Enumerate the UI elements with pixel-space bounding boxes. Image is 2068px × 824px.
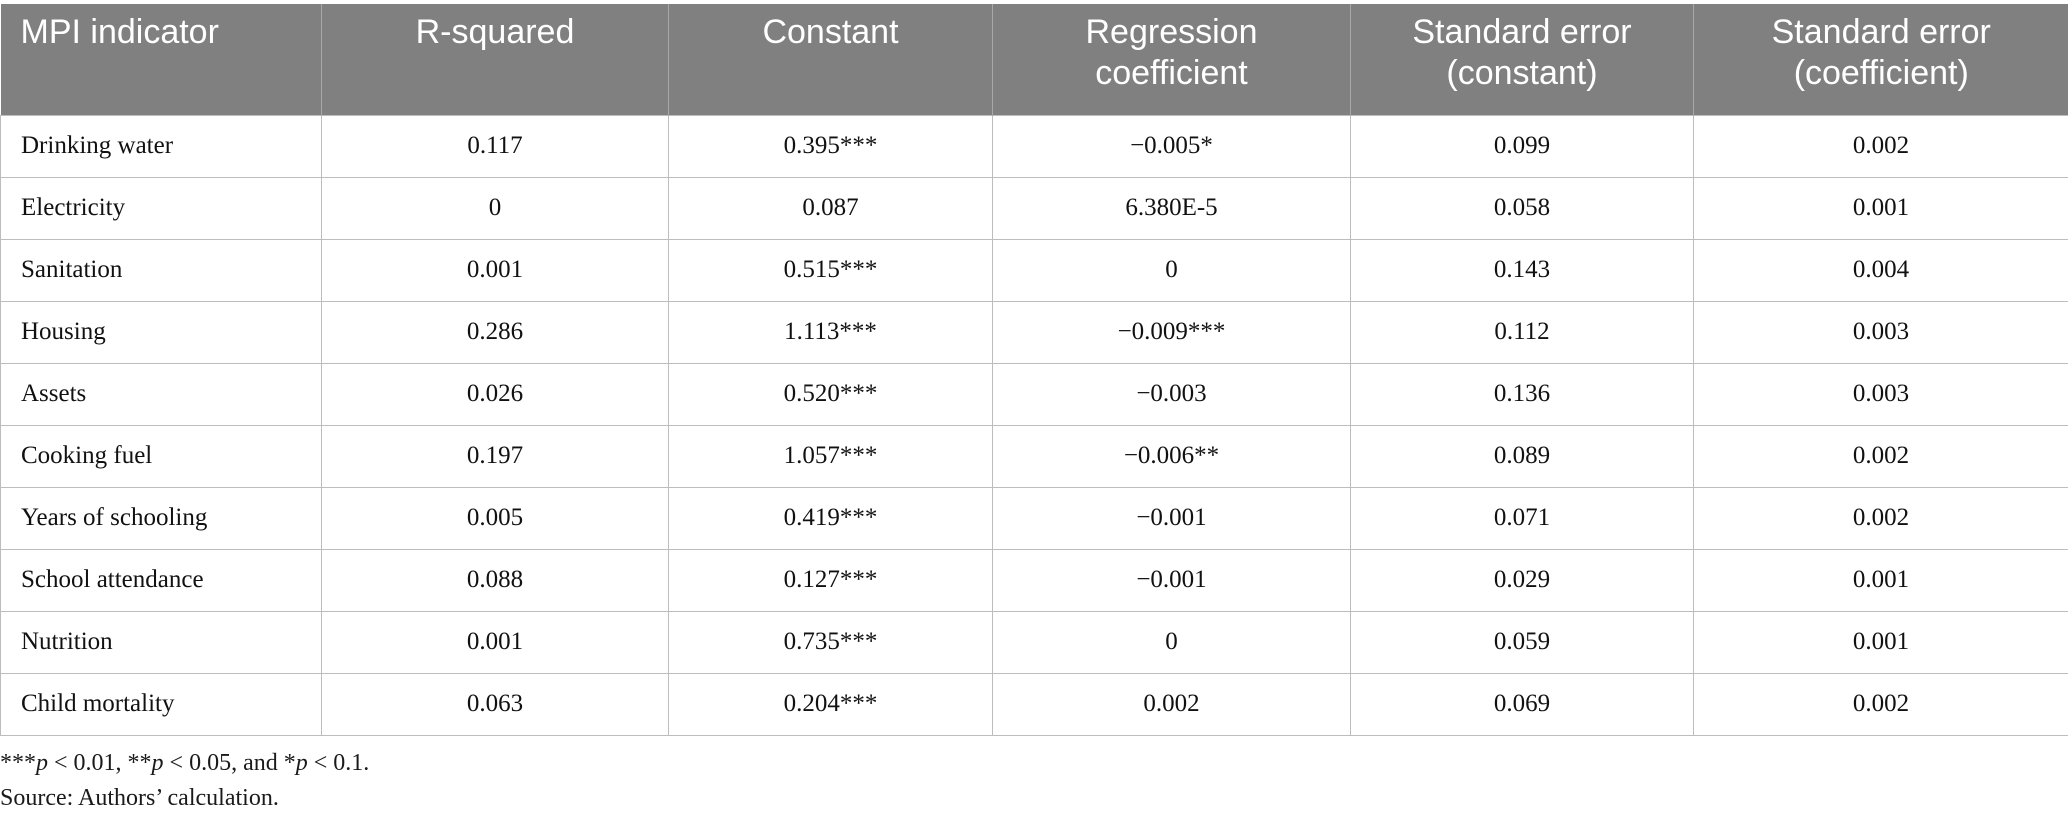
table-body: Drinking water 0.117 0.395*** −0.005* 0.099 0… [0, 114, 2068, 736]
header-regression-coefficient: Regression coefficient [992, 4, 1351, 115]
r-squared-cell: 0.005 [321, 486, 669, 550]
constant-cell: 0.204*** [668, 672, 993, 736]
table-notes: ***p < 0.01, **p < 0.05, and *p < 0.1. S… [0, 746, 369, 816]
footnote-p-3: p [295, 750, 308, 776]
header-constant: Constant [668, 4, 993, 115]
se-constant-cell: 0.099 [1350, 114, 1694, 178]
se-constant-cell: 0.071 [1350, 486, 1694, 550]
r-squared-cell: 0.001 [321, 238, 669, 302]
coefficient-cell: 0 [992, 238, 1351, 302]
table-row: Cooking fuel 0.197 1.057*** −0.006** 0.089 0.… [0, 424, 2068, 488]
coefficient-cell: −0.003 [992, 362, 1351, 426]
indicator-cell: Electricity [0, 176, 322, 240]
header-se-coefficient: Standard error (coefficient) [1693, 4, 2068, 115]
r-squared-cell: 0 [321, 176, 669, 240]
se-coefficient-cell: 0.003 [1693, 362, 2068, 426]
se-coefficient-cell: 0.001 [1693, 610, 2068, 674]
coefficient-cell: −0.005* [992, 114, 1351, 178]
footnote-stars-2: ** [127, 750, 152, 776]
se-coefficient-cell: 0.001 [1693, 176, 2068, 240]
constant-cell: 0.735*** [668, 610, 993, 674]
coefficient-cell: −0.009*** [992, 300, 1351, 364]
constant-cell: 0.520*** [668, 362, 993, 426]
table-row: Assets 0.026 0.520*** −0.003 0.136 0.003 [0, 362, 2068, 426]
r-squared-cell: 0.197 [321, 424, 669, 488]
footnote-p-1: p [36, 750, 48, 776]
constant-cell: 1.113*** [668, 300, 993, 364]
indicator-cell: Nutrition [0, 610, 322, 674]
indicator-cell: Assets [0, 362, 322, 426]
table-row: Housing 0.286 1.113*** −0.009*** 0.112 0.003 [0, 300, 2068, 364]
header-se-constant: Standard error (constant) [1350, 4, 1694, 115]
significance-footnote: ***p < 0.01, **p < 0.05, and *p < 0.1. [0, 746, 369, 781]
footnote-stars-3: * [283, 750, 296, 776]
se-constant-cell: 0.069 [1350, 672, 1694, 736]
se-constant-cell: 0.029 [1350, 548, 1694, 612]
footnote-stars-1: *** [0, 750, 36, 776]
constant-cell: 0.087 [668, 176, 993, 240]
footnote-text-3: < 0.1. [307, 750, 370, 776]
table-row: Years of schooling 0.005 0.419*** −0.001 0.0… [0, 486, 2068, 550]
se-constant-cell: 0.136 [1350, 362, 1694, 426]
r-squared-cell: 0.001 [321, 610, 669, 674]
regression-table-container: MPI indicator R-squared Constant Regression… [0, 4, 2068, 736]
se-coefficient-cell: 0.003 [1693, 300, 2068, 364]
table-row: Nutrition 0.001 0.735*** 0 0.059 0.001 [0, 610, 2068, 674]
table-row: Child mortality 0.063 0.204*** 0.002 0.069 0.… [0, 672, 2068, 736]
table-row: Drinking water 0.117 0.395*** −0.005* 0.099 0… [0, 114, 2068, 178]
constant-cell: 0.419*** [668, 486, 993, 550]
r-squared-cell: 0.286 [321, 300, 669, 364]
constant-cell: 1.057*** [668, 424, 993, 488]
indicator-cell: Years of schooling [0, 486, 322, 550]
header-mpi-indicator: MPI indicator [0, 4, 322, 115]
constant-cell: 0.515*** [668, 238, 993, 302]
se-constant-cell: 0.112 [1350, 300, 1694, 364]
indicator-cell: Cooking fuel [0, 424, 322, 488]
r-squared-cell: 0.117 [321, 114, 669, 178]
indicator-cell: Housing [0, 300, 322, 364]
table-row: Electricity 0 0.087 6.380E-5 0.058 0.001 [0, 176, 2068, 240]
se-coefficient-cell: 0.001 [1693, 548, 2068, 612]
r-squared-cell: 0.026 [321, 362, 669, 426]
constant-cell: 0.395*** [668, 114, 993, 178]
coefficient-cell: −0.001 [992, 486, 1351, 550]
table-header-row: MPI indicator R-squared Constant Regression… [0, 4, 2068, 115]
se-coefficient-cell: 0.002 [1693, 424, 2068, 488]
source-note: Source: Authors’ calculation. [0, 785, 279, 811]
se-constant-cell: 0.089 [1350, 424, 1694, 488]
coefficient-cell: −0.006** [992, 424, 1351, 488]
footnote-p-2: p [151, 750, 164, 776]
r-squared-cell: 0.063 [321, 672, 669, 736]
coefficient-cell: 0 [992, 610, 1351, 674]
table-row: School attendance 0.088 0.127*** −0.001 0.02… [0, 548, 2068, 612]
se-constant-cell: 0.059 [1350, 610, 1694, 674]
se-coefficient-cell: 0.004 [1693, 238, 2068, 302]
indicator-cell: Child mortality [0, 672, 322, 736]
header-r-squared: R-squared [321, 4, 669, 115]
se-constant-cell: 0.058 [1350, 176, 1694, 240]
coefficient-cell: −0.001 [992, 548, 1351, 612]
r-squared-cell: 0.088 [321, 548, 669, 612]
regression-table: MPI indicator R-squared Constant Regression… [0, 4, 2068, 736]
se-coefficient-cell: 0.002 [1693, 114, 2068, 178]
indicator-cell: School attendance [0, 548, 322, 612]
coefficient-cell: 0.002 [992, 672, 1351, 736]
se-coefficient-cell: 0.002 [1693, 486, 2068, 550]
footnote-text-1: < 0.01, [48, 750, 128, 776]
constant-cell: 0.127*** [668, 548, 993, 612]
coefficient-cell: 6.380E-5 [992, 176, 1351, 240]
table-row: Sanitation 0.001 0.515*** 0 0.143 0.004 [0, 238, 2068, 302]
se-coefficient-cell: 0.002 [1693, 672, 2068, 736]
indicator-cell: Sanitation [0, 238, 322, 302]
se-constant-cell: 0.143 [1350, 238, 1694, 302]
indicator-cell: Drinking water [0, 114, 322, 178]
footnote-text-2: < 0.05, and [163, 750, 284, 776]
